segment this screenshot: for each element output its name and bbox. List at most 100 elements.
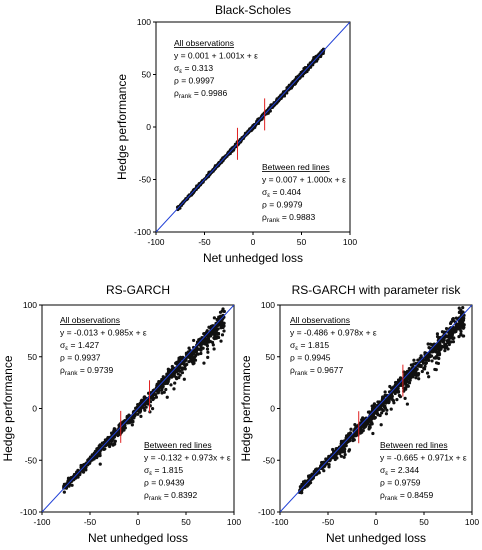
scatter-point (375, 409, 379, 414)
y-tick-label: -50 (25, 455, 38, 465)
scatter-point (368, 416, 373, 421)
y-tick-label: 50 (266, 352, 276, 362)
scatter-point (457, 335, 461, 339)
scatter-point (178, 355, 183, 359)
scatter-point (385, 397, 389, 401)
scatter-point (459, 329, 463, 334)
scatter-point (417, 364, 421, 368)
scatter-point (175, 361, 179, 365)
scatter-point (92, 457, 96, 461)
scatter-point (125, 420, 129, 425)
scatter-point (311, 63, 315, 67)
scatter-point (457, 306, 461, 310)
scatter-point (110, 437, 114, 441)
scatter-point (433, 356, 438, 360)
annotations: All observations y = -0.486 + 0.978x + ε σ… (290, 315, 467, 502)
scatter-point (333, 456, 338, 460)
scatter-point (221, 325, 225, 330)
scatter-point (405, 402, 409, 406)
plot-area (280, 305, 472, 512)
x-tick-label: 100 (343, 237, 357, 247)
scatter-point (164, 387, 168, 392)
scatter-point (403, 396, 407, 400)
scatter-point (383, 404, 387, 408)
rank-value: = 0.9883 (280, 212, 316, 222)
scatter-point (434, 368, 438, 372)
scatter-point (375, 412, 379, 416)
between-red-lines-heading: Between red lines (380, 440, 448, 450)
scatter-point (215, 332, 219, 336)
scatter-point (183, 359, 187, 363)
scatter-point (385, 408, 389, 412)
scatter-point (411, 363, 415, 367)
scatter-point (108, 444, 112, 449)
x-tick-label: 100 (465, 517, 479, 527)
scatter-point (461, 334, 465, 338)
x-tick-label: -100 (33, 517, 50, 527)
scatter-point (438, 341, 442, 345)
scatter-point (455, 326, 459, 330)
scatter-point (395, 398, 399, 402)
scatter-point (98, 462, 102, 466)
scatter-point (368, 425, 372, 429)
y-tick-label: 0 (32, 404, 37, 414)
y-tick-label: -100 (20, 507, 37, 517)
scatter-point (353, 423, 357, 427)
scatter-point (339, 454, 343, 458)
scatter-point (130, 423, 134, 427)
scatter-point (117, 423, 121, 427)
scatter-point (172, 387, 176, 391)
axis-ticks: -100 -50 0 50 100 -100 -50 0 50 100 (134, 17, 357, 247)
scatter-point (191, 362, 195, 366)
rank-value: = 0.8459 (398, 490, 434, 500)
scatter-point (182, 366, 187, 370)
all-observations-rho: ρ = 0.9997 (174, 76, 215, 86)
scatter-point (334, 454, 338, 458)
scatter-point (192, 351, 196, 355)
scatter-point (327, 462, 331, 467)
scatter-point (209, 332, 213, 336)
scatter-point (390, 386, 394, 390)
scatter-point (428, 342, 433, 346)
scatter-point (342, 447, 346, 451)
scatter-point (409, 373, 413, 378)
scatter-point (216, 327, 220, 331)
sigma-value: = 1.815 (152, 465, 183, 475)
scatter-point (443, 344, 448, 348)
scatter-point (185, 362, 189, 367)
scatter-point (214, 336, 219, 340)
scatter-point (427, 346, 431, 350)
scatter-point (384, 412, 389, 416)
scatter-point (405, 379, 410, 384)
y-axis-label: Hedge performance (239, 355, 253, 461)
scatter-point (451, 317, 455, 321)
between-red-lines-rank: ρrank = 0.8392 (144, 490, 197, 502)
x-tick-label: 0 (374, 517, 379, 527)
rank-subscript: rank (179, 93, 192, 100)
scatter-point (389, 407, 393, 411)
scatter-point (458, 324, 462, 328)
scatter-point (442, 330, 446, 335)
scatter-point (383, 390, 387, 394)
scatter-point (414, 376, 418, 380)
reference-line-y-equals-x (280, 305, 472, 512)
scatter-point (169, 383, 173, 387)
scatter-point (396, 389, 401, 394)
rank-symbol: ρ (144, 490, 149, 500)
sigma-value: = 0.313 (182, 63, 213, 73)
scatter-point (371, 431, 375, 436)
scatter-point (459, 332, 463, 336)
rank-value: = 0.9739 (78, 365, 114, 375)
scatter-point (424, 357, 428, 361)
scatter-point (112, 442, 117, 446)
scatter-point (393, 380, 398, 385)
y-tick-label: -100 (258, 507, 275, 517)
between-red-lines-sigma: σε = 2.344 (380, 465, 419, 477)
scatter-point (253, 123, 258, 127)
scatter-point (348, 431, 353, 435)
scatter-point (417, 372, 421, 376)
scatter-point (347, 449, 351, 453)
between-red-lines-heading: Between red lines (144, 440, 212, 450)
scatter-point (379, 423, 383, 427)
scatter-point (408, 378, 412, 382)
